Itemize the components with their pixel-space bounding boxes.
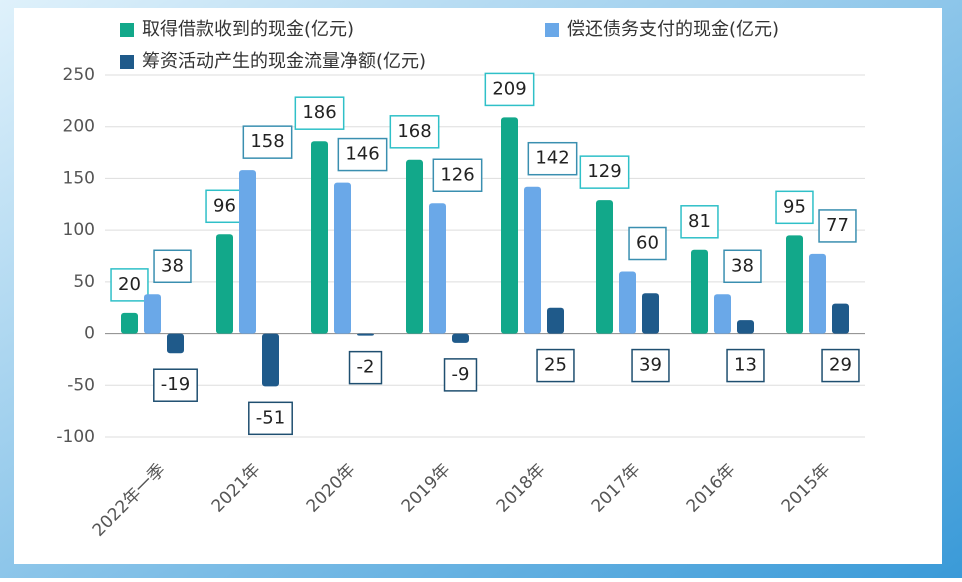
data-label: 20: [118, 274, 141, 295]
bar: [832, 303, 849, 334]
y-tick-label: 250: [63, 65, 95, 85]
data-label: 60: [636, 233, 659, 254]
y-tick-label: 0: [84, 324, 95, 344]
data-label: 95: [783, 196, 806, 217]
data-label-box: [348, 350, 383, 385]
legend-swatch: [120, 55, 134, 69]
data-label-box: [242, 125, 293, 159]
legend-label: 偿还债务支付的现金(亿元): [567, 19, 779, 40]
bar: [642, 293, 659, 334]
bar: [167, 333, 184, 354]
data-label-box: [536, 348, 575, 383]
data-label: 81: [688, 211, 711, 232]
data-label-box: [723, 249, 762, 284]
bar: [619, 271, 636, 334]
data-label-box: [680, 205, 719, 239]
data-label: 168: [397, 121, 431, 142]
data-label-box: [248, 401, 293, 436]
bar: [596, 200, 613, 334]
bar: [547, 307, 564, 334]
bar: [714, 294, 731, 334]
bar: [786, 235, 803, 334]
legend-label: 筹资活动产生的现金流量净额(亿元): [142, 51, 426, 72]
bar: [809, 253, 826, 334]
data-label-box: [579, 155, 630, 189]
bar: [691, 249, 708, 334]
bar: [452, 333, 469, 343]
data-label-box: [153, 249, 192, 284]
data-label-box: [818, 209, 857, 243]
bar: [216, 234, 233, 334]
data-label-box: [389, 115, 440, 149]
data-label: 25: [544, 355, 567, 376]
data-label: -51: [256, 407, 285, 428]
y-tick-label: -50: [67, 375, 95, 395]
data-label: 209: [492, 78, 526, 99]
bar: [239, 170, 256, 334]
data-label: 38: [161, 255, 184, 276]
data-label-box: [294, 96, 345, 130]
data-label-box: [484, 72, 535, 107]
data-label: 158: [250, 131, 284, 152]
bar: [406, 159, 423, 334]
bar: [357, 333, 374, 336]
data-label-box: [527, 141, 578, 176]
y-tick-label: 150: [63, 168, 95, 188]
bar: [429, 203, 446, 334]
data-label: 142: [535, 148, 569, 169]
y-tick-label: -100: [56, 427, 95, 447]
bar: [737, 320, 754, 334]
data-label: 77: [826, 215, 849, 236]
data-label: 39: [639, 355, 662, 376]
bar: [311, 141, 328, 334]
data-label: 38: [731, 255, 754, 276]
data-label-box: [337, 137, 388, 172]
y-tick-label: 100: [63, 220, 95, 240]
data-label: 146: [345, 144, 379, 165]
legend-label: 取得借款收到的现金(亿元): [142, 19, 354, 40]
data-label: 96: [213, 195, 236, 216]
bar: [524, 186, 541, 334]
bar: [334, 182, 351, 334]
bar: [262, 333, 279, 387]
data-label-box: [775, 190, 814, 225]
data-label: -19: [161, 374, 190, 395]
data-label: 129: [587, 161, 621, 182]
data-label-box: [443, 358, 478, 392]
data-label-box: [153, 368, 198, 402]
legend-swatch: [545, 23, 559, 37]
data-label-box: [631, 348, 670, 383]
bar: [121, 312, 138, 334]
data-label-box: [821, 348, 860, 383]
bar: [501, 117, 518, 334]
data-label-box: [432, 158, 483, 193]
y-tick-label: 200: [63, 117, 95, 137]
bar: [144, 294, 161, 334]
data-label-box: [110, 268, 149, 302]
data-label: 186: [302, 102, 336, 123]
legend-swatch: [120, 23, 134, 37]
data-label: -2: [357, 357, 375, 378]
y-tick-label: 50: [73, 272, 95, 292]
data-label: 13: [734, 355, 757, 376]
data-label: -9: [452, 364, 470, 385]
data-label: 126: [440, 164, 474, 185]
data-label: 29: [829, 355, 852, 376]
data-label-box: [726, 348, 765, 383]
data-label-box: [628, 226, 667, 261]
